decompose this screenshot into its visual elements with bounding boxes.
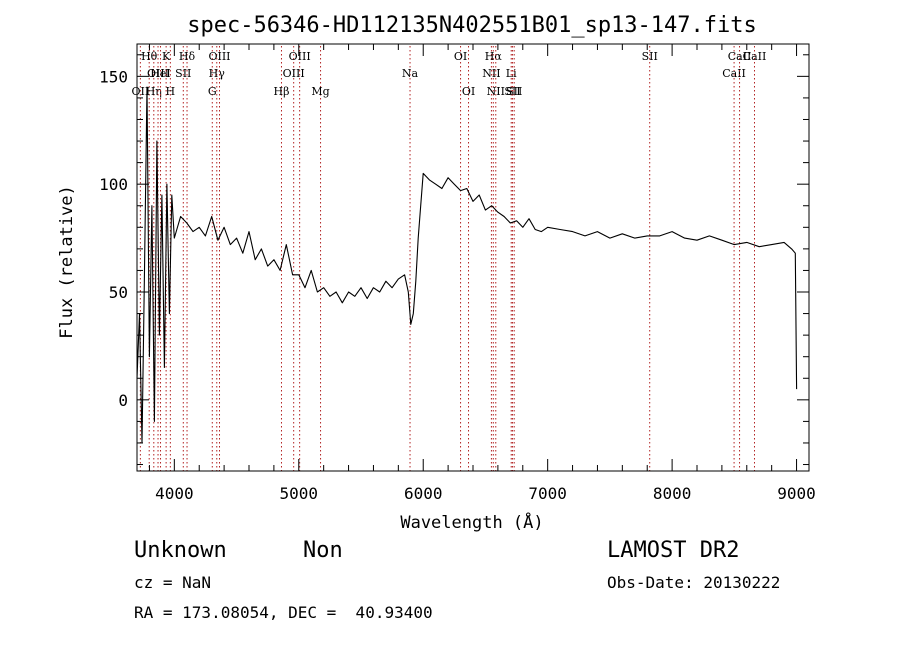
x-tick-label: 7000 <box>528 484 567 503</box>
y-tick-label: 50 <box>109 283 128 302</box>
y-axis-label: Flux (relative) <box>57 185 77 339</box>
line-marker-label: Mg <box>311 85 329 98</box>
y-tick-label: 0 <box>118 391 128 410</box>
line-marker-label: CaII <box>722 67 746 80</box>
line-marker-label: Hβ <box>274 85 290 98</box>
line-marker-label: OII <box>132 85 150 98</box>
line-marker-label: Hα <box>485 50 503 63</box>
plot-area: OIIHθHηOIIIHeIKHSIIHδGHγOIIIHβOIIIOIIIMg… <box>99 43 816 503</box>
line-marker-label: NII <box>487 85 505 98</box>
line-marker-label: Hγ <box>209 67 226 80</box>
chart-title: spec-56346-HD112135N402551B01_sp13-147.f… <box>187 13 757 38</box>
line-marker-label: HeI <box>150 67 170 80</box>
line-marker-label: Hδ <box>179 50 196 63</box>
line-marker-label: Hη <box>146 85 162 98</box>
obs-date: Obs-Date: 20130222 <box>607 573 781 592</box>
coordinates: RA = 173.08054, DEC = 40.93400 <box>134 603 433 622</box>
line-marker-label: Hθ <box>141 50 158 63</box>
y-tick-label: 100 <box>99 175 128 194</box>
line-marker-label: Li <box>506 67 517 80</box>
x-tick-label: 8000 <box>653 484 692 503</box>
line-marker-label: G <box>208 85 217 98</box>
spectrum-series <box>136 86 798 444</box>
line-marker-label: OIII <box>289 50 311 63</box>
x-tick-label: 5000 <box>280 484 319 503</box>
x-tick-label: 6000 <box>404 484 443 503</box>
line-marker-label: H <box>166 85 176 98</box>
line-marker-label: SII <box>504 85 520 98</box>
subclass: Non <box>303 538 343 563</box>
line-marker-label: OI <box>454 50 467 63</box>
line-marker-label: OIII <box>283 67 305 80</box>
line-marker-label: OIII <box>208 50 230 63</box>
x-axis-label: Wavelength (Å) <box>400 511 543 533</box>
class-name: Unknown <box>134 538 227 563</box>
line-marker-label: Na <box>402 67 419 80</box>
line-marker-label: SII <box>175 67 191 80</box>
line-marker-label: SII <box>642 50 658 63</box>
x-tick-label: 4000 <box>155 484 194 503</box>
line-marker-label: OIII <box>147 67 169 80</box>
line-marker-label: K <box>162 50 171 63</box>
survey-label: LAMOST DR2 <box>607 538 740 563</box>
y-tick-label: 150 <box>99 67 128 86</box>
line-marker-label: NII <box>482 67 500 80</box>
line-marker-label: SII <box>506 85 522 98</box>
line-marker-label: CaII <box>728 50 752 63</box>
line-marker-label: CaII <box>743 50 767 63</box>
x-tick-label: 9000 <box>777 484 816 503</box>
plot-frame <box>136 43 810 472</box>
line-marker-label: OI <box>462 85 475 98</box>
redshift-cz: cz = NaN <box>134 573 212 592</box>
